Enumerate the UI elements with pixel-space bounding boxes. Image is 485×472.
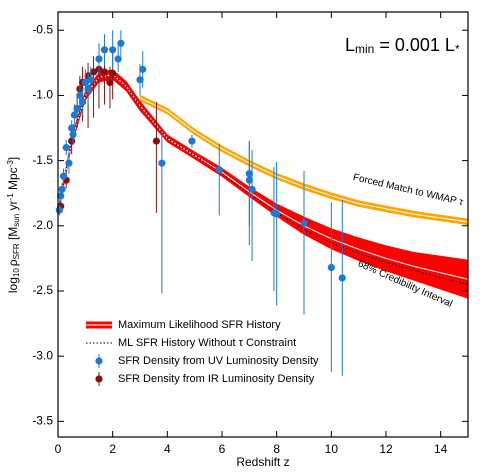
data-point [62,143,70,152]
data-point [139,65,147,73]
data-point [158,159,166,167]
data-point [70,111,78,119]
x-tick-label: 4 [164,442,171,456]
annotation-part: L [345,35,355,55]
label-part: -1 [6,193,15,201]
legend-label: SFR Density from UV Luminosity Density [118,355,319,367]
lmin-annotation: Lmin = 0.001 L* [345,35,460,57]
x-tick-label: 2 [109,442,116,456]
label-part: Mpc [6,167,20,193]
label-part: ρ [6,259,20,266]
label-part: ] [6,157,20,160]
data-point [273,210,281,218]
label-part: -3 [6,160,15,168]
data-point [109,46,117,54]
data-point [59,172,68,180]
x-tick-label: 10 [325,442,339,456]
x-tick-label: 8 [273,442,280,456]
x-tick-label: 12 [379,442,393,456]
data-point [109,69,117,77]
data-point [300,219,308,227]
y-tick-label: -2.0 [32,218,53,232]
data-point [245,176,253,184]
data-point [58,185,66,193]
data-point [188,137,196,145]
legend-label: ML SFR History Without τ Constraint [118,337,296,349]
y-axis-label: log10 ρSFR [Msun yr-1 Mpc-3] [6,157,21,293]
band-center-line [57,74,469,280]
data-point [95,55,103,63]
label-part: 10 [12,268,21,277]
data-point [100,68,109,76]
data-point [73,104,81,113]
data-point [55,206,63,214]
data-point [117,39,125,47]
y-tick-label: -2.5 [32,283,53,297]
data-point [100,46,109,54]
y-tick-label: -0.5 [32,22,53,36]
data-point [327,263,335,272]
plot-frame [57,11,469,438]
annotation-part: min [355,42,374,56]
annotation-part: * [455,42,460,56]
label-part: log [6,277,20,293]
x-tick-label: 14 [434,442,448,456]
label-part: [M [6,227,20,244]
x-tick-label: 6 [219,442,226,456]
data-point [79,98,87,106]
label-part: SFR [12,243,21,259]
data-point [114,55,122,63]
y-tick-label: -1.0 [32,88,53,102]
label-part: yr [6,200,20,213]
data-point [84,85,92,93]
data-point [215,166,223,174]
data-point [152,137,160,145]
data-point [248,185,256,193]
data-point [69,130,77,139]
plot-area [55,30,469,376]
data-point [87,76,95,84]
data-point [136,76,144,84]
data-point [81,78,89,86]
legend-label: Maximum Likelihood SFR History [118,319,281,331]
y-tick-label: -3.0 [32,348,53,362]
x-axis-label: Redshift z [236,455,289,469]
legend-label: SFR Density from IR Luminosity Density [118,373,315,385]
credibility-band [58,69,468,299]
y-tick-label: -3.5 [32,414,53,428]
data-point [89,68,98,76]
data-point [106,78,114,86]
dotted-line [57,74,469,285]
label-part: sun [12,214,21,227]
x-tick-label: 0 [55,442,62,456]
data-point [65,159,73,167]
data-point [338,274,346,282]
legend-swatch [95,357,103,365]
legend-swatch [95,375,103,383]
data-point [68,124,76,132]
data-point [76,91,84,100]
data-point [68,137,76,145]
y-tick-label: -1.5 [32,153,53,167]
annotation-part: = 0.001 L [374,35,455,55]
